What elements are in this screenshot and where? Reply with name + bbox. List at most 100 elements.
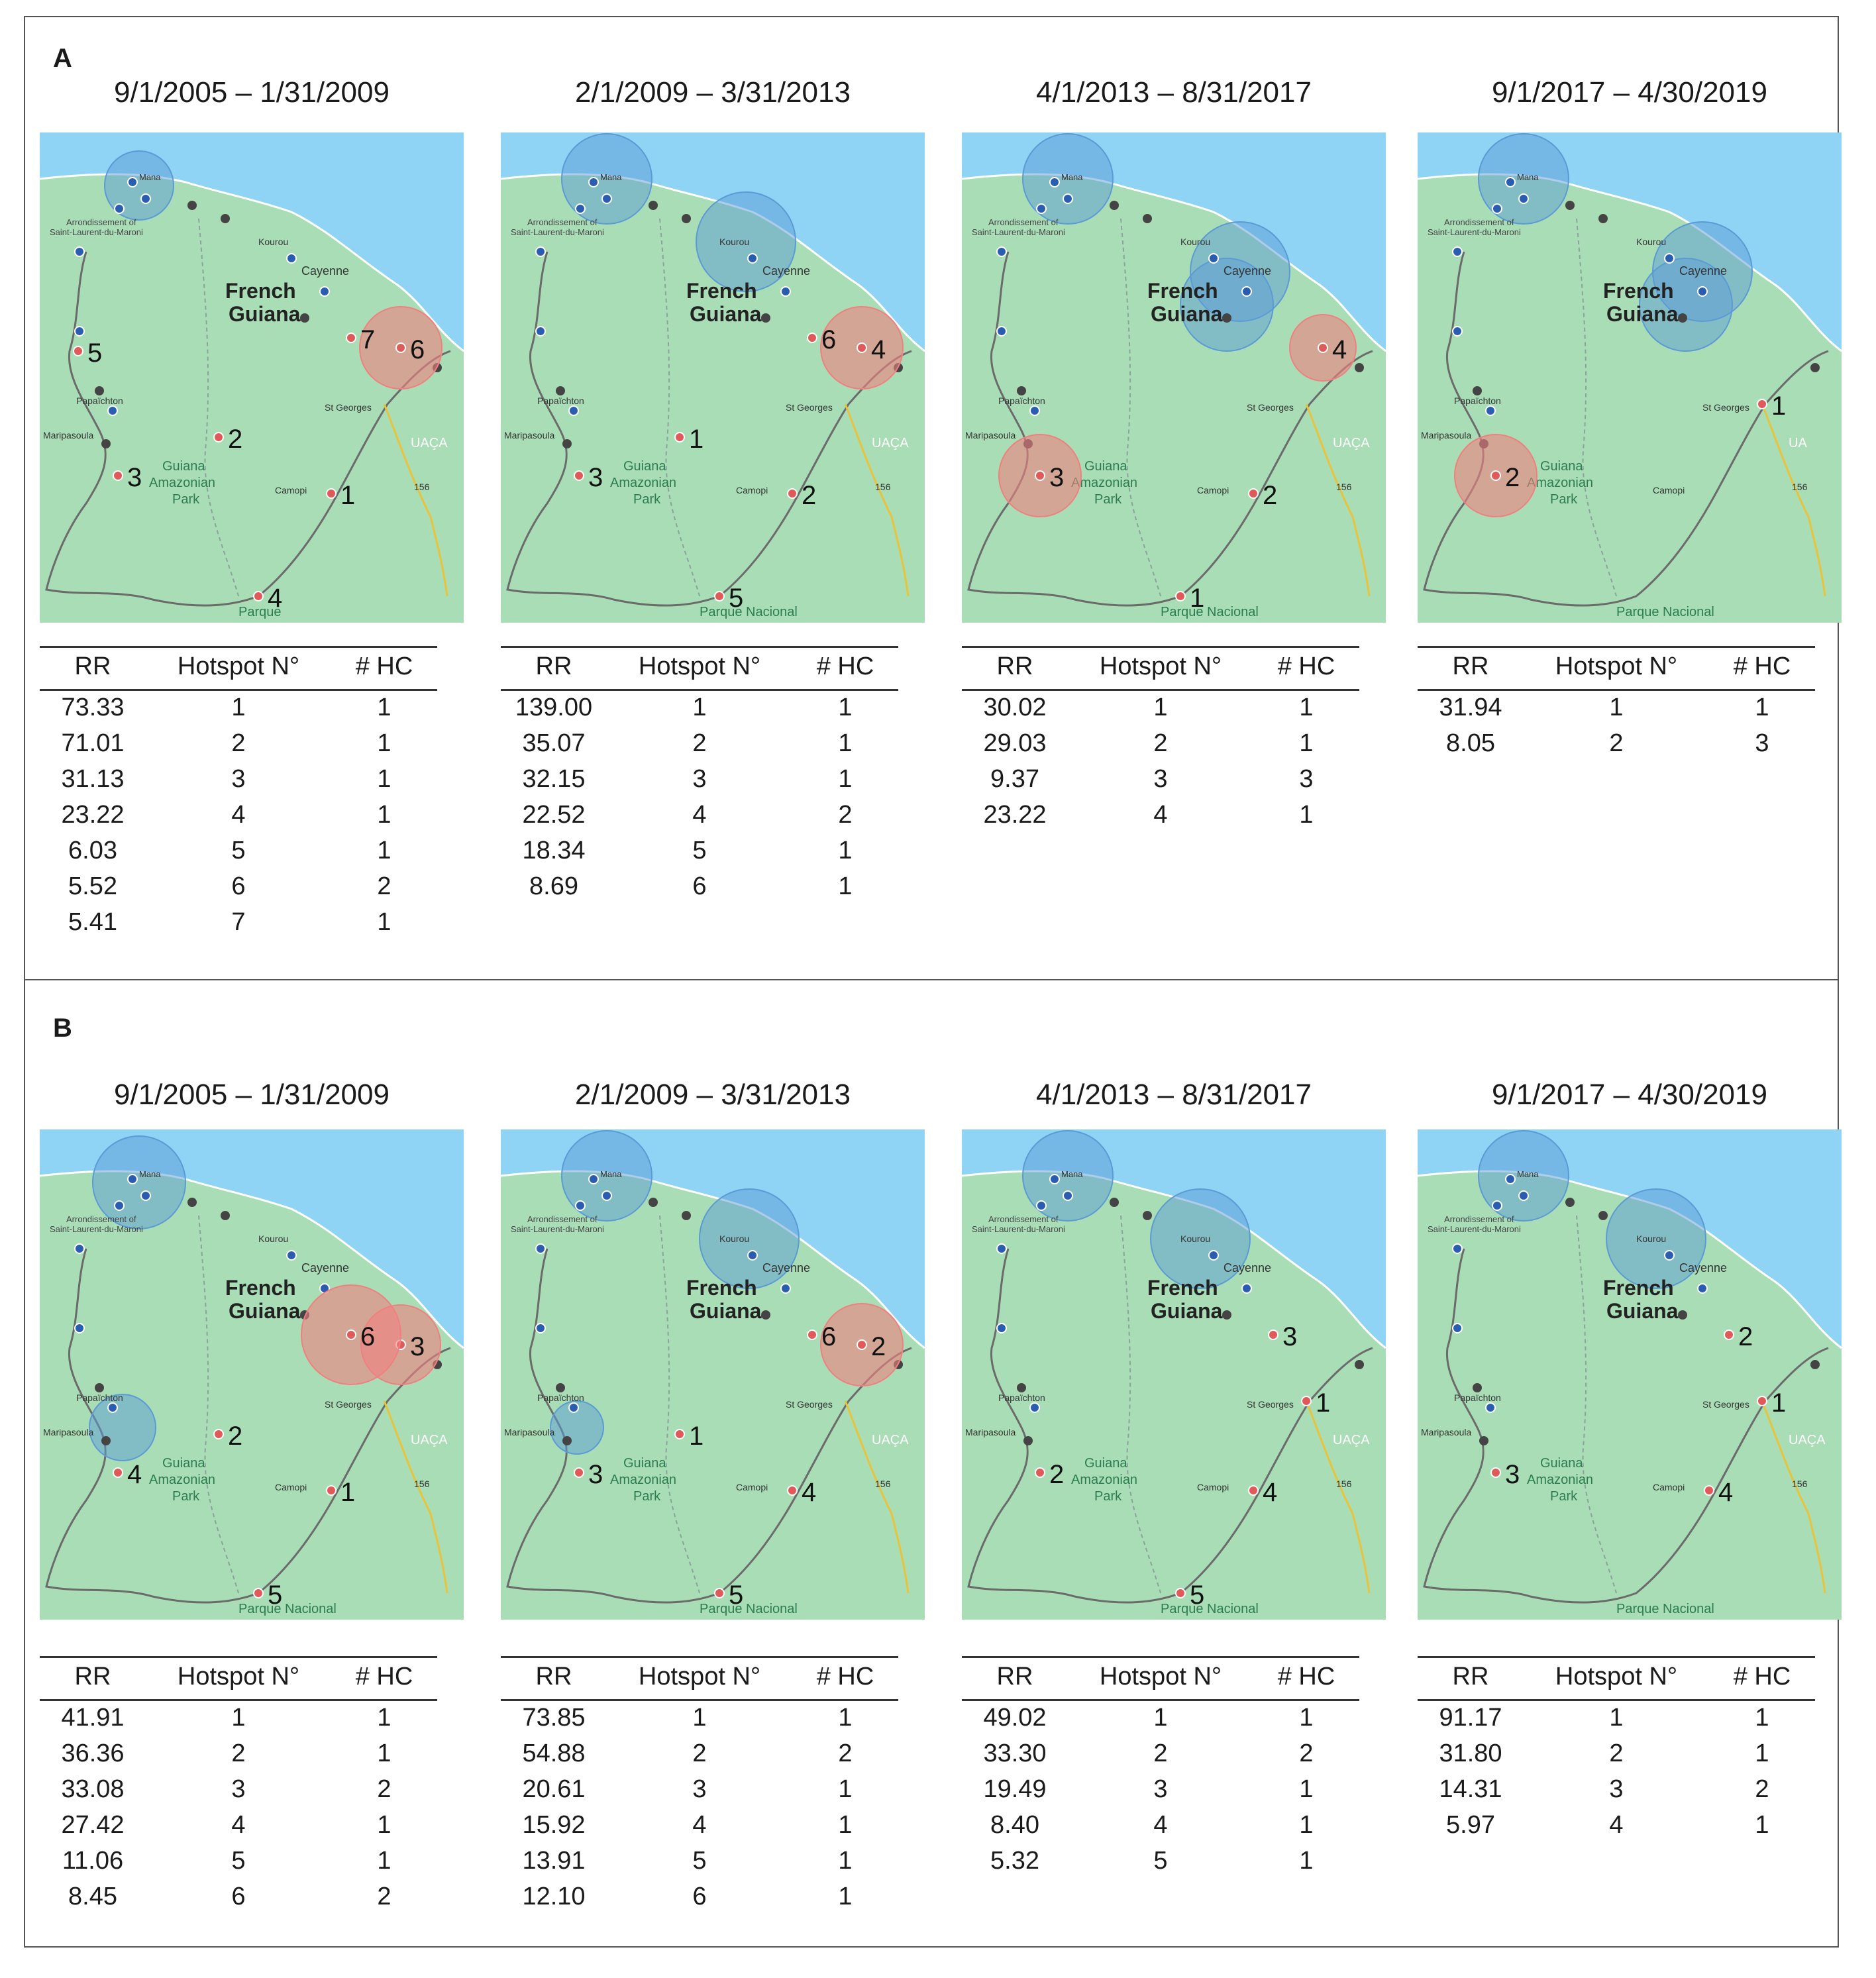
hotspot-dot: [787, 488, 798, 499]
table-cell: 1: [1755, 1740, 1769, 1767]
column-header: # HC: [816, 1663, 874, 1691]
hotspot-map: Mana Arrondissement of Saint-Laurent-du-Ma…: [962, 132, 1386, 623]
place-label-uaca: UAÇA: [411, 436, 448, 450]
locality-dot: [114, 203, 125, 214]
place-label-park: Park: [1550, 492, 1578, 507]
hotspot-dot: [1035, 470, 1045, 481]
locality-dot: [1473, 1383, 1482, 1392]
column-header: Hotspot N°: [1555, 1663, 1678, 1691]
column-header: RR: [535, 652, 572, 680]
hotspot-table: RR Hotspot N° # HC 31.94 1 1 8.05 2 3: [1418, 646, 1815, 758]
table-cell: 4: [231, 1811, 246, 1839]
table-cell: 3: [692, 765, 707, 793]
panel-b-label: B: [53, 1014, 72, 1043]
place-label-kourou: Kourou: [1180, 236, 1210, 247]
place-label-maripasoula: Maripasoula: [43, 430, 93, 441]
column-header: RR: [74, 1663, 111, 1691]
hotspot-number: 1: [1771, 1388, 1786, 1418]
locality-dot: [1023, 1436, 1033, 1445]
table-cell: 33.08: [61, 1775, 125, 1803]
hotspot-number: 2: [1738, 1322, 1753, 1351]
table-cell: 33.30: [983, 1740, 1047, 1767]
place-label-park: Guiana: [1540, 459, 1583, 474]
table-cell: 2: [838, 801, 853, 829]
locality-dot: [601, 1190, 612, 1201]
table-cell: 49.02: [983, 1704, 1047, 1732]
place-label-st-georges: St Georges: [325, 402, 372, 413]
cold-spot-circle: [1606, 1188, 1706, 1289]
road-shield-label: 156: [414, 1479, 430, 1489]
border-line: [1423, 251, 1829, 607]
hotspot-number: 5: [1190, 1581, 1204, 1610]
locality-dot: [101, 1436, 111, 1445]
hotspot-dot: [674, 432, 685, 442]
place-label-arrondissement: Saint-Laurent-du-Maroni: [50, 227, 143, 237]
locality-dot: [562, 1436, 572, 1445]
place-label-park: Guiana: [623, 1456, 666, 1471]
hotspot-table: RR Hotspot N° # HC 139.00 1 1 35.07 2 1 32.15 3 1 22…: [501, 646, 898, 902]
column-header: # HC: [1733, 1663, 1791, 1691]
table-cell: 1: [377, 1740, 391, 1767]
column-header: RR: [535, 1663, 572, 1691]
place-label-uaca: UAÇA: [1789, 1433, 1826, 1447]
table-cell: 14.31: [1439, 1775, 1502, 1803]
table-cell: 7: [231, 908, 246, 936]
column-header: # HC: [1277, 1663, 1335, 1691]
locality-dot: [107, 1402, 118, 1413]
table-cell: 6: [231, 872, 246, 900]
place-label-arrondissement: Arrondissement of: [1444, 1214, 1514, 1224]
locality-dot: [1355, 363, 1364, 372]
place-label-parque: Parque Nacional: [238, 1602, 337, 1616]
place-label-arrondissement: Arrondissement of: [988, 1214, 1059, 1224]
table-cell: 73.85: [522, 1704, 586, 1732]
table-cell: 2: [231, 1740, 246, 1767]
hotspot-dot: [395, 342, 406, 353]
hotspot-dot: [1035, 1467, 1045, 1478]
locality-dot: [101, 439, 111, 448]
place-label-mana: Mana: [1061, 1169, 1083, 1179]
table-cell: 1: [838, 1847, 853, 1875]
hotspot-dot: [113, 470, 123, 481]
place-label-kourou: Kourou: [258, 1233, 288, 1244]
table-cell: 6: [692, 872, 707, 900]
place-label-maripasoula: Maripasoula: [965, 1427, 1016, 1437]
place-label-papaichton: Papaïchton: [998, 1392, 1045, 1403]
table-cell: 13.91: [522, 1847, 586, 1875]
place-label-park: Guiana: [1540, 1456, 1583, 1471]
place-label-papaichton: Papaïchton: [537, 395, 584, 406]
locality-dot: [1810, 1360, 1820, 1369]
table-cell: 1: [377, 1704, 391, 1732]
locality-dot: [1565, 1198, 1575, 1207]
cold-spot-circle: [1478, 1130, 1569, 1222]
table-cell: 6: [231, 1883, 246, 1910]
table-cell: 15.92: [522, 1811, 586, 1839]
place-label-camopi: Camopi: [1653, 1482, 1685, 1492]
column-header: RR: [996, 652, 1033, 680]
place-label-maripasoula: Maripasoula: [43, 1427, 93, 1437]
road-line: [1761, 403, 1826, 597]
locality-dot: [568, 405, 579, 416]
table-cell: 4: [692, 801, 707, 829]
hotspot-number: 7: [360, 325, 375, 354]
table-cell: 5.52: [68, 872, 117, 900]
commune-boundary: [198, 1215, 239, 1594]
locality-dot: [1110, 201, 1119, 210]
locality-dot: [1810, 363, 1820, 372]
table-cell: 22.52: [522, 801, 586, 829]
place-label-camopi: Camopi: [1197, 485, 1229, 495]
locality-dot: [187, 1198, 197, 1207]
hotspot-map: Mana Arrondissement of Saint-Laurent-du-Ma…: [501, 1129, 925, 1620]
locality-dot: [575, 203, 586, 214]
locality-dot: [761, 313, 770, 323]
hotspot-number: 2: [802, 481, 816, 510]
locality-dot: [1017, 1383, 1026, 1392]
place-label-arrondissement: Saint-Laurent-du-Maroni: [1428, 227, 1521, 237]
hotspot-dot: [807, 333, 817, 343]
locality-dot: [747, 1250, 758, 1261]
table-cell: 2: [377, 872, 391, 900]
place-label-arrondissement: Saint-Laurent-du-Maroni: [511, 1224, 604, 1234]
cold-spot-circle: [104, 150, 174, 221]
hotspot-number: 1: [1316, 1388, 1330, 1418]
period-title: 4/1/2013 – 8/31/2017: [1036, 1078, 1312, 1111]
table-cell: 31.80: [1439, 1740, 1502, 1767]
